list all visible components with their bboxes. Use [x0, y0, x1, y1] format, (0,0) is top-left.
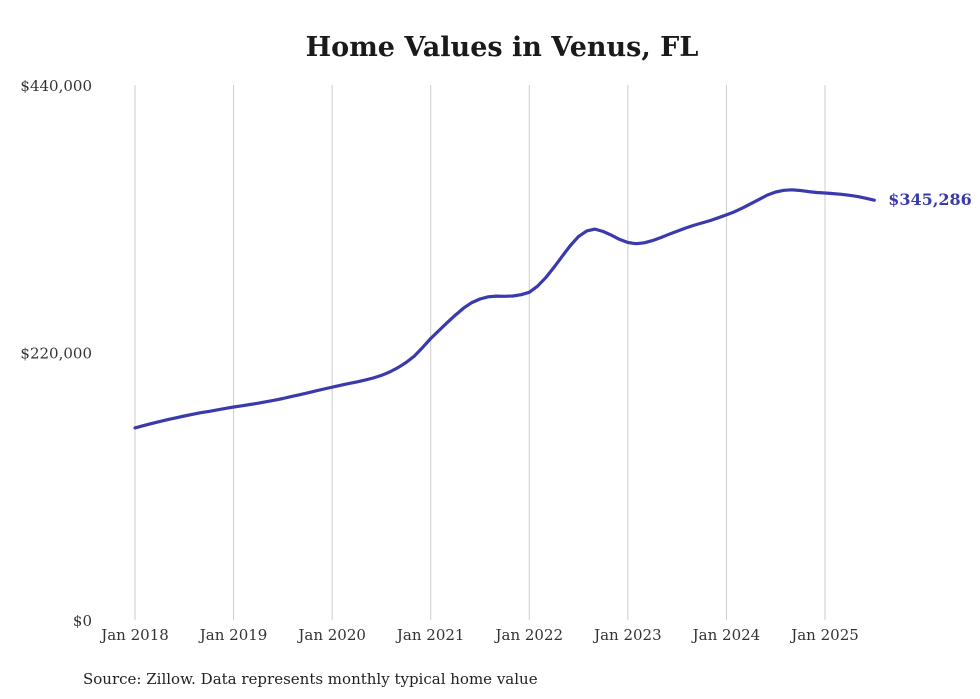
x-tick-label: Jan 2024 — [691, 626, 761, 644]
chart-title: Home Values in Venus, FL — [306, 32, 699, 63]
gridlines-group — [134, 85, 826, 620]
x-axis-tick-labels: Jan 2018 Jan 2019 Jan 2020 Jan 2021 Jan 2022… — [99, 626, 859, 644]
home-value-line-series — [133, 188, 876, 430]
y-tick-label: $440,000 — [20, 77, 92, 95]
y-tick-label: $220,000 — [20, 345, 92, 363]
x-tick-label: Jan 2021 — [395, 626, 465, 644]
end-value-label: $345,286 — [888, 190, 972, 209]
source-note: Source: Zillow. Data represents monthly … — [83, 670, 538, 688]
x-tick-label: Jan 2022 — [494, 626, 564, 644]
x-tick-label: Jan 2019 — [198, 626, 268, 644]
y-axis-tick-labels: $0 $220,000 $440,000 — [20, 77, 92, 630]
x-tick-label: Jan 2020 — [296, 626, 366, 644]
x-tick-label: Jan 2018 — [99, 626, 169, 644]
x-tick-label: Jan 2025 — [789, 626, 859, 644]
y-tick-label: $0 — [73, 612, 92, 630]
x-tick-label: Jan 2023 — [592, 626, 662, 644]
